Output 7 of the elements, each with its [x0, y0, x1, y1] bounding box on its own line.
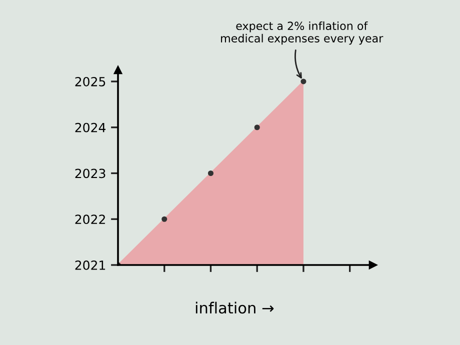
y-tick-label: 2023 [75, 168, 106, 178]
y-tick-label: 2025 [75, 76, 106, 86]
y-tick-label: 2022 [75, 214, 105, 224]
x-axis-title: inflation → [196, 302, 274, 314]
y-tick-label: 2024 [75, 122, 106, 132]
y-tick-label: 2021 [75, 260, 106, 270]
text: expect a 2% inflation of medical expenses every year [221, 21, 384, 45]
